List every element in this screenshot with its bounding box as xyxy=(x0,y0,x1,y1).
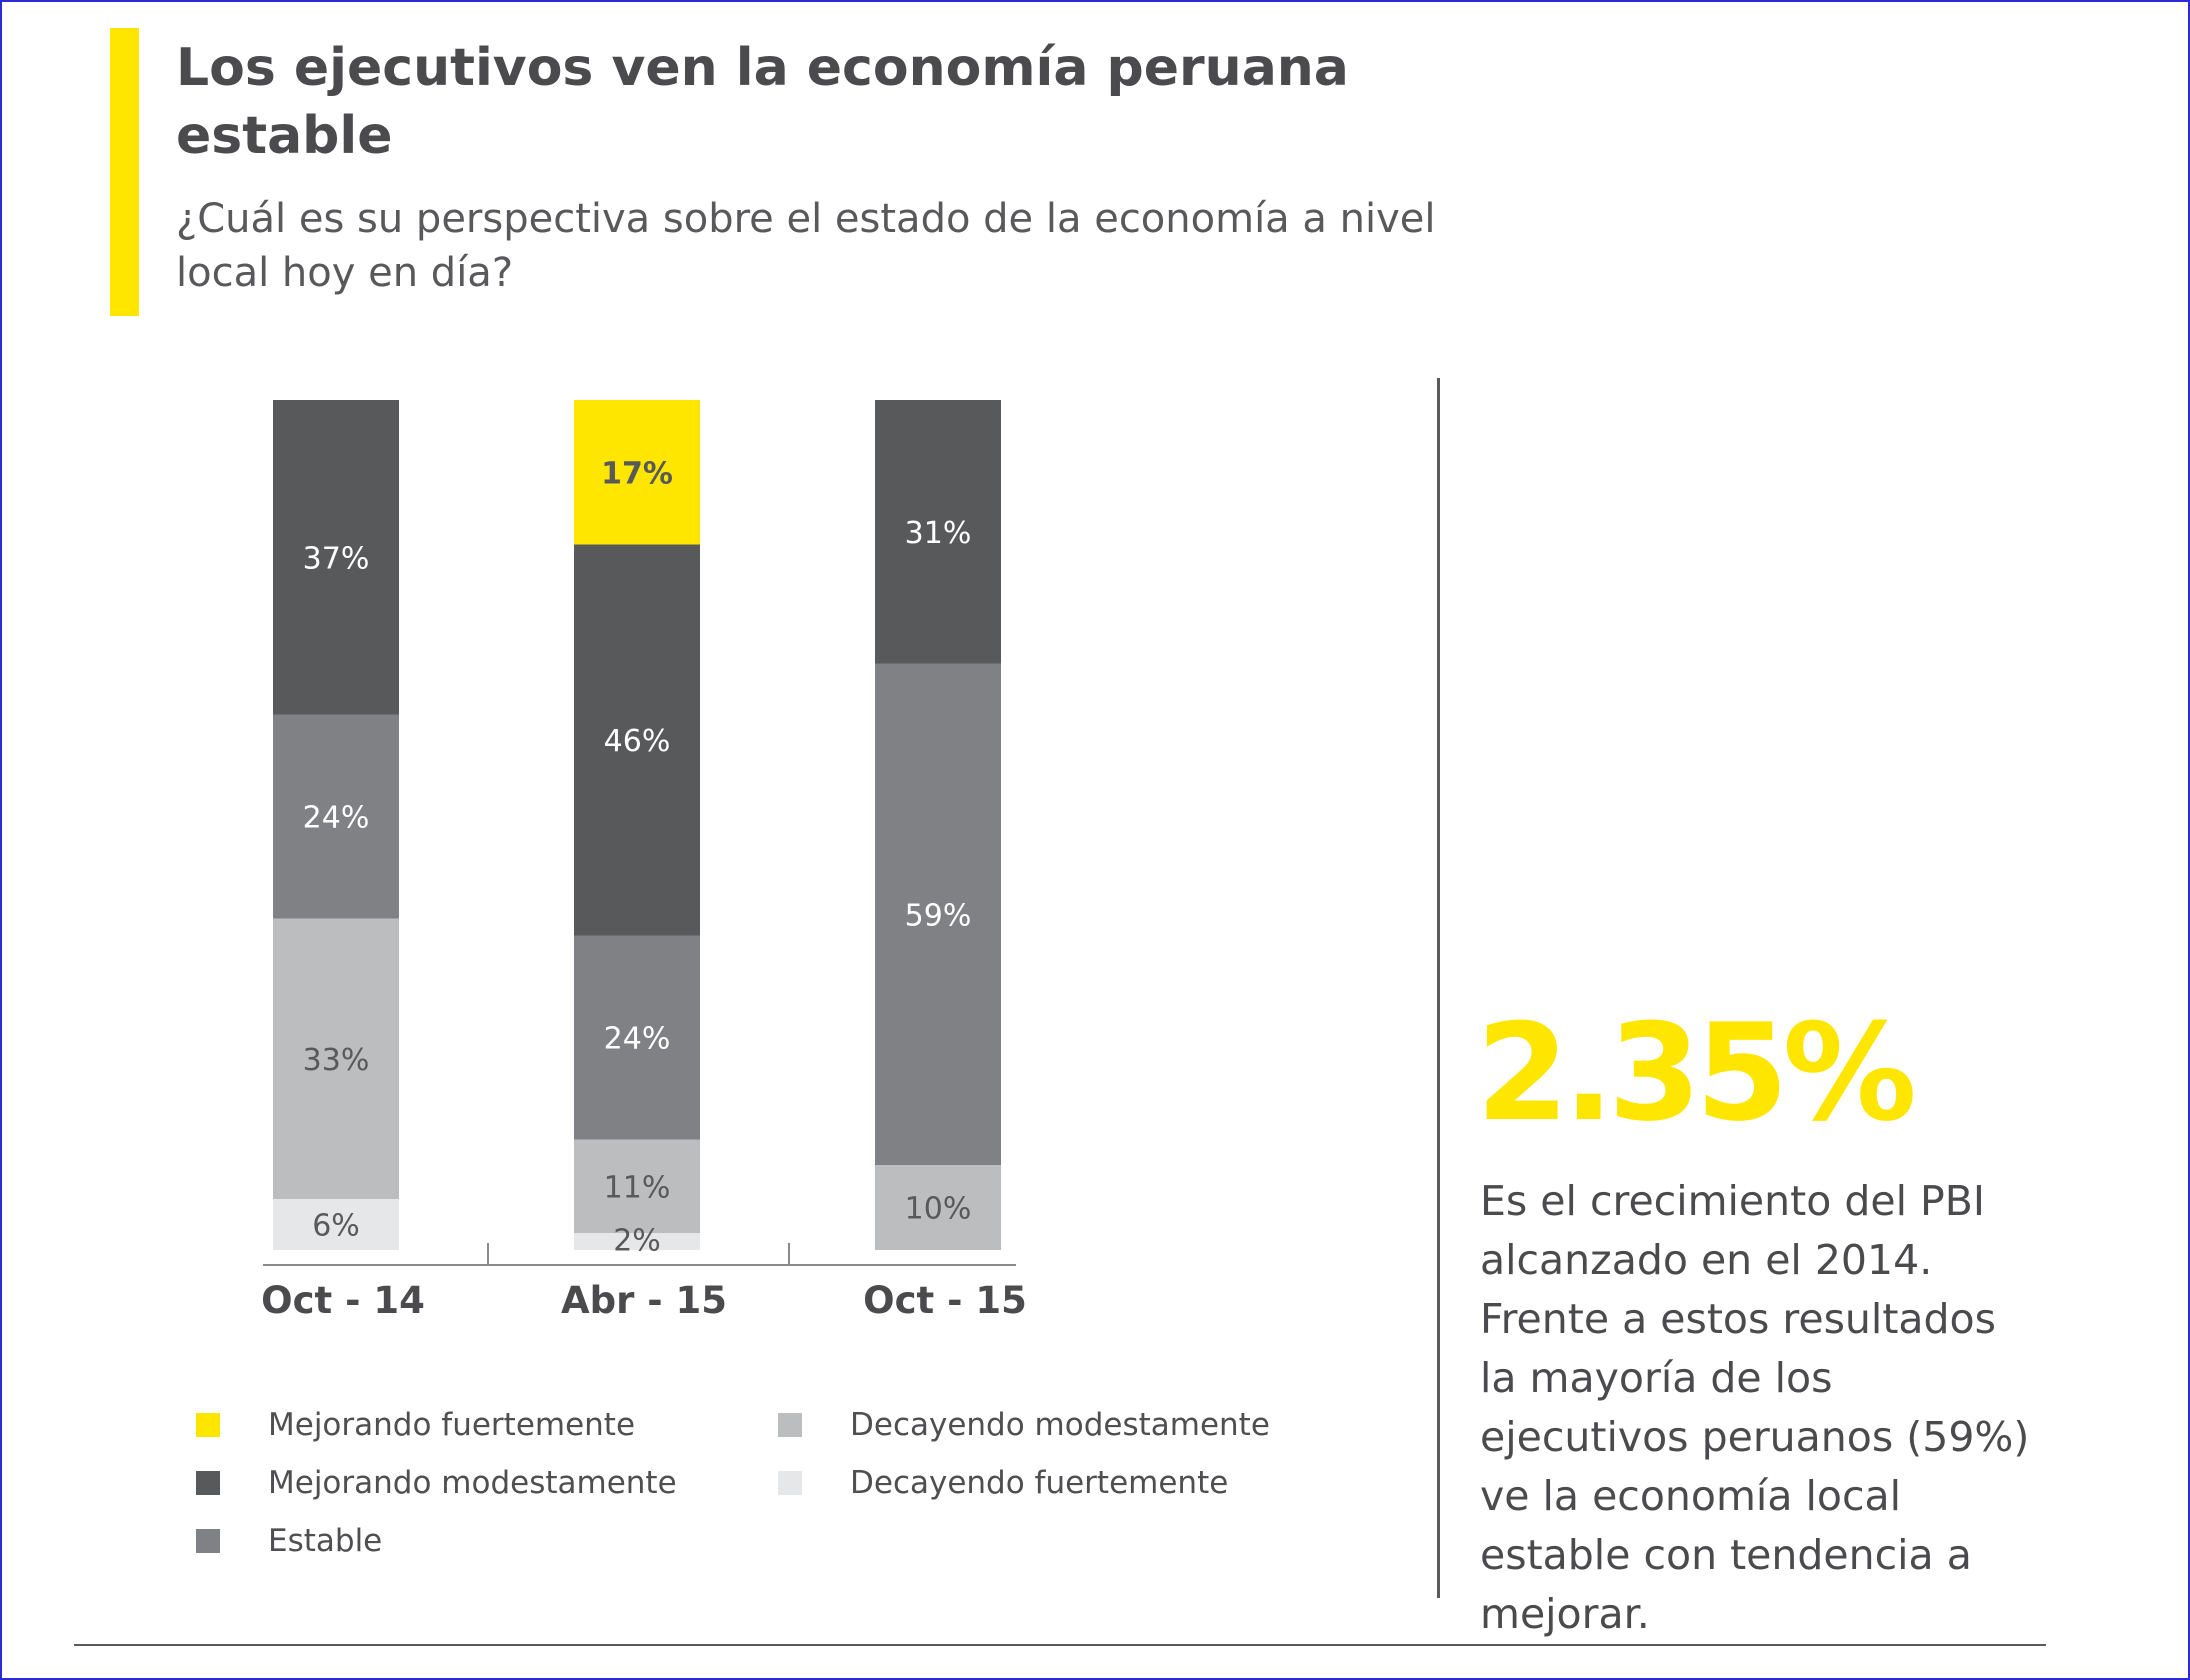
stacked-bar-chart: 37% 24% 33% 6% Oct - 14 17% 46% 24% 11% 2% Abr - 1… xyxy=(261,400,1027,1322)
data-label: 2% xyxy=(613,1224,661,1259)
legend-label: Estable xyxy=(268,1523,383,1559)
legend-item: Estable xyxy=(196,1521,382,1561)
bar-segment-mejorando_fuertemente xyxy=(574,400,700,545)
x-tick-label: Oct - 14 xyxy=(261,1279,425,1322)
legend-label: Decayendo modestamente xyxy=(850,1407,1270,1443)
bar-segment-decayendo_modestamente xyxy=(273,918,399,1199)
legend-swatch xyxy=(196,1529,220,1553)
data-label: 24% xyxy=(303,801,370,836)
accent-bar xyxy=(110,28,139,316)
data-label: 31% xyxy=(905,516,972,551)
highlight-text: Es el crecimiento del PBI alcanzado en e… xyxy=(1480,1177,2030,1638)
data-label: 17% xyxy=(601,456,673,491)
chart-subtitle: ¿Cuál es su perspectiva sobre el estado … xyxy=(176,196,1436,296)
data-label: 37% xyxy=(303,541,370,576)
x-tick-label: Oct - 15 xyxy=(863,1279,1027,1322)
bar-segment-decayendo_fuertemente xyxy=(574,1233,700,1250)
bar-segment-mejorando_modestamente xyxy=(875,400,1001,664)
legend-item: Decayendo fuertemente xyxy=(778,1463,1228,1503)
legend-swatch xyxy=(196,1413,220,1437)
data-label: 6% xyxy=(312,1209,360,1244)
bar-segment-decayendo_modestamente xyxy=(574,1139,700,1233)
legend-swatch xyxy=(196,1471,220,1495)
bottom-divider xyxy=(74,1644,2046,1646)
data-label: 11% xyxy=(604,1170,671,1205)
bar-segment-mejorando_modestamente xyxy=(574,544,700,936)
x-tick-label: Abr - 15 xyxy=(561,1279,727,1322)
vertical-divider xyxy=(1437,378,1440,1598)
data-label: 46% xyxy=(604,724,671,759)
data-label: 10% xyxy=(905,1192,972,1227)
bar-segment-mejorando_modestamente xyxy=(273,400,399,715)
legend-item: Mejorando fuertemente xyxy=(196,1405,635,1445)
data-label: 33% xyxy=(303,1043,370,1078)
legend-label: Decayendo fuertemente xyxy=(850,1465,1229,1501)
legend-label: Mejorando fuertemente xyxy=(268,1407,636,1443)
highlight-value: 2.35% xyxy=(1476,995,1917,1151)
data-label: 24% xyxy=(604,1022,671,1057)
legend-label: Mejorando modestamente xyxy=(268,1465,677,1501)
bar-segment-estable xyxy=(273,714,399,919)
bar-segment-estable xyxy=(875,663,1001,1165)
legend-swatch xyxy=(778,1471,802,1495)
legend-item: Mejorando modestamente xyxy=(196,1463,677,1503)
chart-legend: Mejorando fuertemente Mejorando modestame… xyxy=(196,1405,1296,1585)
data-label: 59% xyxy=(905,898,972,933)
bar-segment-estable xyxy=(574,935,700,1140)
bar-segment-decayendo_fuertemente xyxy=(273,1199,399,1250)
chart-title: Los ejecutivos ven la economía peruana e… xyxy=(176,38,1349,166)
legend-swatch xyxy=(778,1413,802,1437)
bar-segment-decayendo_modestamente xyxy=(875,1165,1001,1250)
legend-item: Decayendo modestamente xyxy=(778,1405,1270,1445)
